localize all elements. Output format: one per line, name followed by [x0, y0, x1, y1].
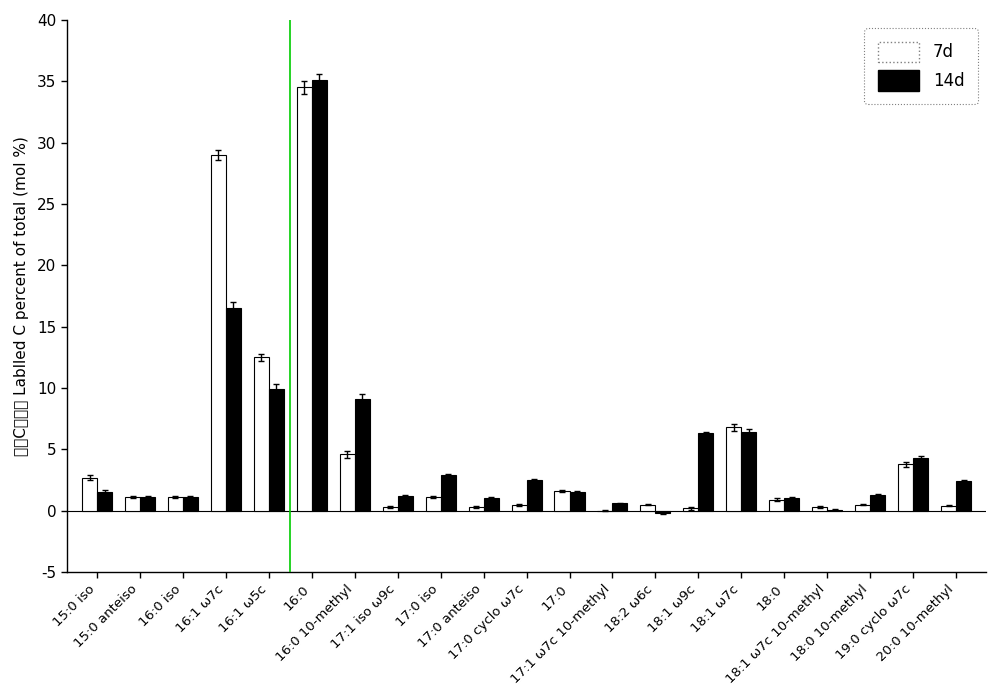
- Bar: [741, 432, 756, 511]
- Legend: 7d, 14d: 7d, 14d: [864, 28, 978, 104]
- Bar: [383, 507, 398, 511]
- Bar: [612, 503, 627, 511]
- Bar: [784, 498, 799, 511]
- Bar: [312, 80, 327, 511]
- Bar: [269, 389, 284, 511]
- Bar: [812, 507, 827, 511]
- Bar: [683, 508, 698, 511]
- Bar: [827, 510, 842, 511]
- Bar: [855, 505, 870, 511]
- Bar: [698, 433, 713, 511]
- Bar: [941, 506, 956, 511]
- Bar: [655, 511, 670, 513]
- Bar: [512, 505, 527, 511]
- Bar: [484, 498, 499, 511]
- Bar: [183, 497, 198, 511]
- Bar: [140, 497, 155, 511]
- Bar: [726, 427, 741, 511]
- Bar: [554, 491, 570, 511]
- Bar: [97, 492, 112, 511]
- Bar: [398, 496, 413, 511]
- Bar: [527, 480, 542, 511]
- Bar: [570, 492, 585, 511]
- Bar: [168, 497, 183, 511]
- Bar: [340, 454, 355, 511]
- Bar: [125, 497, 140, 511]
- Bar: [769, 500, 784, 511]
- Bar: [441, 475, 456, 511]
- Bar: [870, 495, 885, 511]
- Bar: [913, 458, 928, 511]
- Bar: [355, 399, 370, 511]
- Bar: [226, 308, 241, 511]
- Bar: [297, 88, 312, 511]
- Bar: [956, 482, 971, 511]
- Bar: [211, 155, 226, 511]
- Bar: [426, 497, 441, 511]
- Bar: [82, 477, 97, 511]
- Bar: [640, 505, 655, 511]
- Bar: [898, 464, 913, 511]
- Bar: [469, 507, 484, 511]
- Y-axis label: 标记C百分比 Lablled C percent of total (mol %): 标记C百分比 Lablled C percent of total (mol %…: [14, 136, 29, 456]
- Bar: [254, 358, 269, 511]
